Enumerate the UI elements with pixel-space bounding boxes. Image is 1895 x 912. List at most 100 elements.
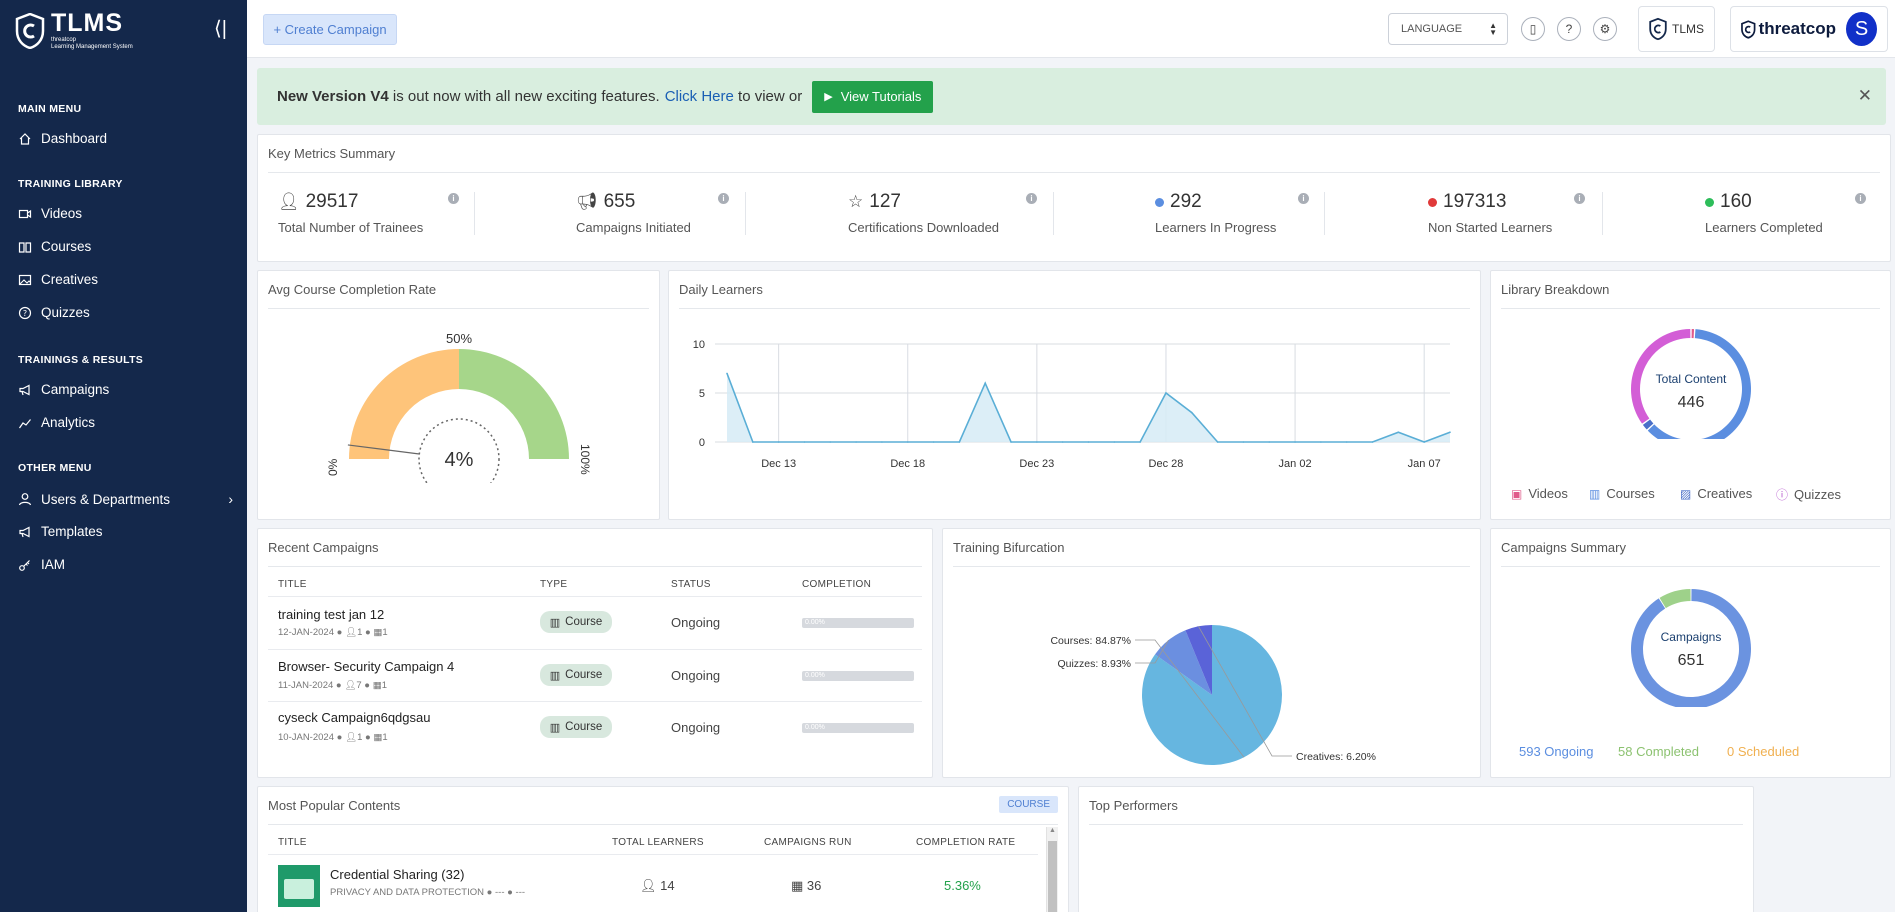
scrollbar-thumb[interactable] [1048, 841, 1057, 912]
legend-label: Creatives [1697, 486, 1753, 501]
content-title[interactable]: Credential Sharing (32) [330, 867, 465, 882]
info-icon[interactable]: i [718, 193, 729, 204]
metric-non-started: 197313 Non Started Learners [1428, 191, 1552, 235]
book-help-button[interactable]: ▯ [1521, 17, 1545, 41]
sidebar-item-dashboard[interactable]: Dashboard [18, 131, 233, 146]
type-badge: ▥ Course [540, 664, 612, 686]
divider [1501, 308, 1880, 309]
legend-courses[interactable]: ▥ Courses [1589, 486, 1655, 501]
view-tutorials-button[interactable]: ▶ View Tutorials [812, 80, 934, 113]
scroll-up-icon[interactable]: ▲ [1049, 827, 1056, 834]
language-select[interactable]: LANGUAGE ▲ ▼ [1388, 13, 1508, 45]
sidebar-item-courses[interactable]: Courses [18, 239, 233, 254]
data-point [1268, 441, 1271, 443]
question-circle-icon: ? [18, 306, 32, 319]
section-other-menu: OTHER MENU [18, 462, 92, 474]
settings-button[interactable]: ⚙ [1593, 17, 1617, 41]
divider [268, 649, 922, 650]
user-icon: 👤︎ [278, 192, 300, 211]
help-button[interactable]: ? [1557, 17, 1581, 41]
info-icon[interactable]: i [1855, 193, 1866, 204]
pie-leader-line [1135, 639, 1245, 758]
campaign-count: 1 [382, 732, 388, 743]
divider [268, 308, 649, 309]
banner-click-here-link[interactable]: Click Here [664, 88, 734, 105]
close-icon[interactable]: ✕ [1857, 86, 1872, 105]
gauge-chart: 4% 50% 0% 100% [318, 331, 598, 513]
info-icon[interactable]: i [1026, 193, 1037, 204]
series-area [727, 373, 1450, 442]
x-tick-label: Dec 13 [761, 458, 796, 470]
column-header-title: TITLE [278, 837, 307, 848]
logo-tagline: Learning Management System [51, 44, 133, 50]
sidebar-item-analytics[interactable]: Analytics [18, 415, 233, 430]
section-training-library: TRAINING LIBRARY [18, 178, 123, 190]
campaigns-cell: ▦ 36 [791, 878, 821, 894]
chevron-right-icon: › [228, 491, 233, 507]
sidebar-item-campaigns[interactable]: Campaigns [18, 382, 233, 397]
gauge-label-50: 50% [446, 331, 472, 346]
sidebar-item-label: Analytics [41, 415, 96, 430]
column-header-completion: COMPLETION [802, 579, 872, 590]
course-thumbnail[interactable] [278, 865, 320, 907]
legend-creatives[interactable]: ▨ Creatives [1680, 486, 1752, 501]
sidebar-item-quizzes[interactable]: ? Quizzes [18, 305, 233, 320]
legend-videos[interactable]: ▣ Videos [1511, 486, 1568, 501]
collapse-sidebar-icon[interactable]: ⟨| [214, 18, 227, 40]
campaign-count: 1 [381, 680, 387, 691]
sidebar-item-templates[interactable]: Templates [18, 524, 233, 539]
create-campaign-button[interactable]: + Create Campaign [263, 14, 397, 45]
scrollbar[interactable]: ▲ [1046, 827, 1058, 912]
data-point [777, 441, 780, 443]
metric-learners-completed: 160 Learners Completed [1705, 191, 1823, 235]
avatar[interactable]: S [1846, 12, 1877, 46]
legend-scheduled[interactable]: 0 Scheduled [1727, 744, 1800, 759]
threatcop-account-button[interactable]: threatcop S [1730, 6, 1888, 52]
legend-quizzes[interactable]: ⓘ Quizzes [1776, 486, 1841, 503]
data-point [855, 441, 857, 443]
data-point [906, 441, 909, 443]
sidebar-item-videos[interactable]: Videos [18, 206, 233, 221]
sidebar-item-label: Campaigns [41, 382, 110, 397]
divider [474, 192, 475, 235]
info-icon[interactable]: i [448, 193, 459, 204]
metric-value: 160 [1720, 191, 1752, 212]
campaign-title[interactable]: training test jan 12 [278, 607, 385, 622]
divider [268, 566, 922, 567]
info-icon[interactable]: i [1574, 193, 1585, 204]
info-icon[interactable]: i [1298, 193, 1309, 204]
video-icon [18, 209, 32, 218]
tlms-brand-button[interactable]: TLMS [1638, 6, 1715, 52]
sidebar-item-label: Videos [41, 206, 83, 221]
data-point [803, 441, 806, 443]
tlms-logo[interactable]: TLMS threatcop Learning Management Syste… [15, 10, 133, 51]
status-text: Ongoing [671, 720, 721, 735]
select-arrows-icon: ▲ ▼ [1489, 21, 1497, 37]
metric-learners-in-progress: 292 Learners In Progress [1155, 191, 1276, 235]
logo-subtitle: threatcop [51, 37, 77, 43]
sidebar-item-creatives[interactable]: Creatives [18, 272, 233, 287]
sidebar-item-label: Templates [41, 524, 103, 539]
logo-title: TLMS [51, 9, 124, 37]
legend-completed[interactable]: 58 Completed [1618, 744, 1699, 759]
content-extra: --- [515, 887, 526, 898]
campaigns-value: 36 [806, 878, 822, 893]
campaign-title[interactable]: cyseck Campaign6qdgsau [278, 710, 431, 725]
card-title: Recent Campaigns [268, 540, 379, 555]
data-point [984, 382, 987, 384]
card-title: Top Performers [1089, 798, 1178, 813]
campaign-title[interactable]: Browser- Security Campaign 4 [278, 659, 455, 674]
book-icon: ▥ [549, 669, 561, 682]
sidebar-item-iam[interactable]: IAM [18, 557, 233, 572]
sidebar-item-users-departments[interactable]: Users & Departments › [18, 491, 233, 507]
course-filter-badge[interactable]: COURSE [999, 796, 1058, 813]
daily-learners-chart: 0 5 10 Dec 13 Dec 18 Dec 23 Dec 28 Jan 02 Jan 07 [693, 339, 1451, 470]
type-label: Course [565, 669, 603, 681]
user-icon: 👤︎ [345, 627, 358, 638]
gauge-needle [347, 444, 420, 455]
section-trainings-results: TRAININGS & RESULTS [18, 354, 144, 366]
divider [1089, 824, 1743, 825]
legend-ongoing[interactable]: 593 Ongoing [1519, 744, 1594, 759]
donut-center-label: Campaigns [1661, 630, 1722, 644]
avg-completion-card: Avg Course Completion Rate 4% 50% 0% 100% [257, 270, 660, 520]
